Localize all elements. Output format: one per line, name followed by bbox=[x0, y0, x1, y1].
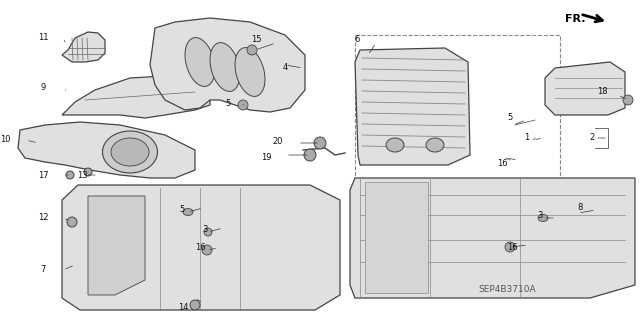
Text: SEP4B3710A: SEP4B3710A bbox=[478, 286, 536, 294]
Circle shape bbox=[84, 168, 92, 176]
Text: 16: 16 bbox=[507, 243, 517, 253]
Polygon shape bbox=[62, 32, 105, 62]
Text: 3: 3 bbox=[202, 226, 208, 234]
Circle shape bbox=[247, 45, 257, 55]
Text: 5: 5 bbox=[179, 205, 184, 214]
Text: 5: 5 bbox=[225, 99, 230, 108]
Text: 7: 7 bbox=[40, 265, 45, 275]
Text: FR.: FR. bbox=[565, 14, 586, 24]
Text: 16: 16 bbox=[497, 159, 508, 167]
Polygon shape bbox=[365, 182, 428, 293]
Ellipse shape bbox=[210, 42, 240, 92]
Polygon shape bbox=[62, 185, 340, 310]
Circle shape bbox=[67, 217, 77, 227]
Text: 20: 20 bbox=[273, 137, 284, 145]
Text: 8: 8 bbox=[577, 204, 582, 212]
Polygon shape bbox=[88, 196, 145, 295]
Circle shape bbox=[304, 149, 316, 161]
Circle shape bbox=[505, 242, 515, 252]
Text: 13: 13 bbox=[77, 170, 87, 180]
Text: 3: 3 bbox=[538, 211, 543, 219]
Text: 17: 17 bbox=[38, 170, 48, 180]
Text: 16: 16 bbox=[195, 243, 205, 253]
Text: 19: 19 bbox=[260, 153, 271, 162]
Text: 4: 4 bbox=[282, 63, 287, 72]
Text: 10: 10 bbox=[0, 136, 10, 145]
Text: 11: 11 bbox=[38, 33, 48, 42]
Polygon shape bbox=[545, 62, 625, 115]
Text: 5: 5 bbox=[508, 114, 513, 122]
Polygon shape bbox=[62, 76, 210, 118]
Polygon shape bbox=[350, 178, 635, 298]
Circle shape bbox=[623, 95, 633, 105]
Ellipse shape bbox=[102, 131, 157, 173]
Circle shape bbox=[66, 171, 74, 179]
Text: 15: 15 bbox=[251, 35, 261, 44]
Circle shape bbox=[190, 300, 200, 310]
Polygon shape bbox=[355, 48, 470, 165]
Text: 2: 2 bbox=[589, 133, 595, 143]
Text: 9: 9 bbox=[40, 84, 45, 93]
Ellipse shape bbox=[538, 214, 548, 221]
Ellipse shape bbox=[426, 138, 444, 152]
Circle shape bbox=[238, 100, 248, 110]
Ellipse shape bbox=[183, 209, 193, 216]
Text: 14: 14 bbox=[178, 302, 188, 311]
Polygon shape bbox=[150, 18, 305, 112]
Ellipse shape bbox=[185, 38, 215, 86]
Text: 12: 12 bbox=[38, 213, 48, 222]
Ellipse shape bbox=[235, 48, 265, 96]
Ellipse shape bbox=[386, 138, 404, 152]
Ellipse shape bbox=[111, 138, 149, 166]
Polygon shape bbox=[18, 122, 195, 178]
Circle shape bbox=[314, 137, 326, 149]
Text: 1: 1 bbox=[524, 133, 530, 143]
Circle shape bbox=[202, 245, 212, 255]
Circle shape bbox=[204, 228, 212, 236]
Text: 6: 6 bbox=[355, 35, 360, 44]
Text: 18: 18 bbox=[596, 87, 607, 97]
